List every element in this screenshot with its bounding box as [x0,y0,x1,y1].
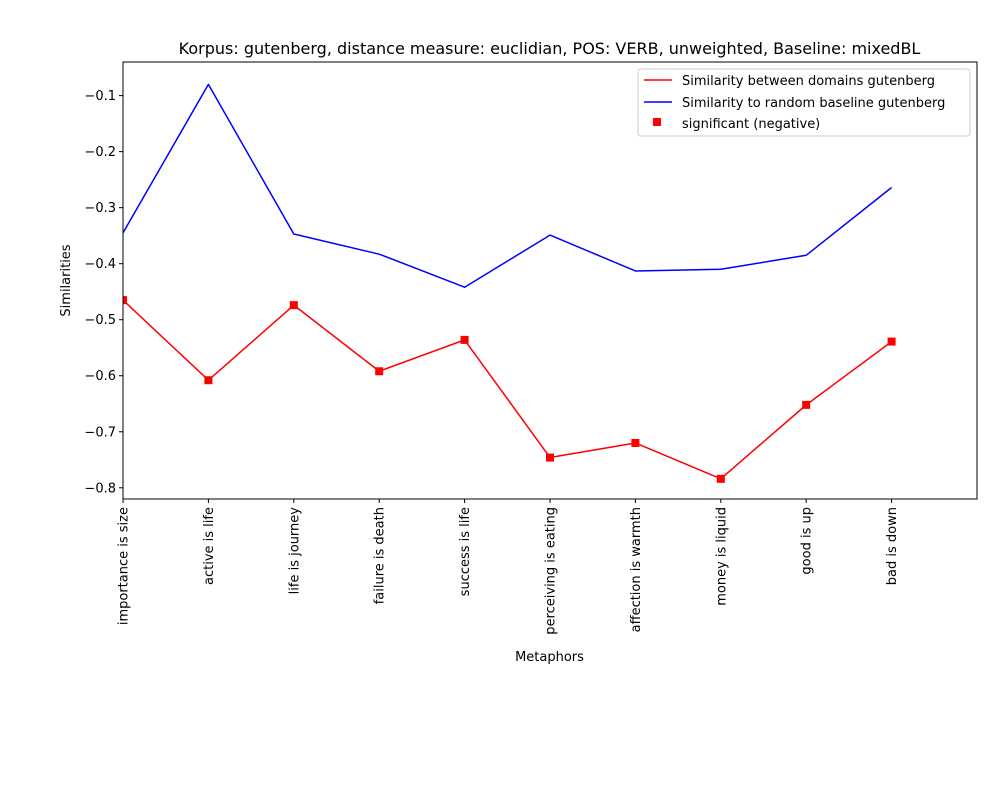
legend-frame [637,68,971,137]
y-tick-label: −0.2 [84,145,116,160]
x-tick-label: life is journey [287,507,302,595]
x-tick-label: failure is death [373,507,388,604]
x-tick-label: active is life [202,507,217,585]
significant-marker [204,376,213,385]
y-axis: −0.8 −0.7 −0.6 −0.5 −0.4 −0.3 −0.2 −0.1 [84,89,123,496]
y-tick-label: −0.1 [84,89,116,104]
x-axis: importance is size active is life life is … [117,499,900,635]
y-tick-label: −0.8 [84,481,116,496]
legend-entry-significant: significant (negative) [682,117,820,132]
significant-marker [802,400,811,409]
significant-marker [375,367,384,376]
x-tick-label: good is up [800,507,815,575]
y-tick-label: −0.7 [84,425,116,440]
x-tick-label: money is liquid [714,507,729,606]
significant-marker [716,474,725,483]
x-tick-label: success is life [458,507,473,596]
series-line-1 [123,83,893,288]
plot-frame [122,61,978,500]
series-layer [123,83,896,483]
significant-marker [631,438,640,447]
y-tick-label: −0.6 [84,369,116,384]
y-axis-label: Similarities [59,244,74,316]
legend-entry-random-baseline: Similarity to random baseline gutenberg [682,96,945,111]
y-tick-label: −0.4 [84,257,116,272]
significant-marker [887,337,896,346]
series-line-0 [123,299,893,480]
significant-marker [289,301,298,310]
significant-marker [460,335,469,344]
x-axis-label: Metaphors [515,650,584,665]
legend-marker-significant [653,118,661,126]
x-tick-label: importance is size [117,507,132,625]
significant-marker [123,296,127,305]
plot-area: −0.8 −0.7 −0.6 −0.5 −0.4 −0.3 −0.2 −0.1 importa… [84,61,978,635]
y-tick-label: −0.3 [84,201,116,216]
x-tick-label: affection is warmth [629,507,644,632]
x-tick-label: bad is down [885,507,900,585]
legend: Similarity between domains gutenberg Sim… [637,68,971,137]
chart-title: Korpus: gutenberg, distance measure: euc… [179,39,921,58]
y-tick-label: −0.5 [84,313,116,328]
x-tick-label: perceiving is eating [544,507,559,635]
legend-entry-between-domains: Similarity between domains gutenberg [682,74,935,89]
significant-marker [546,453,554,462]
